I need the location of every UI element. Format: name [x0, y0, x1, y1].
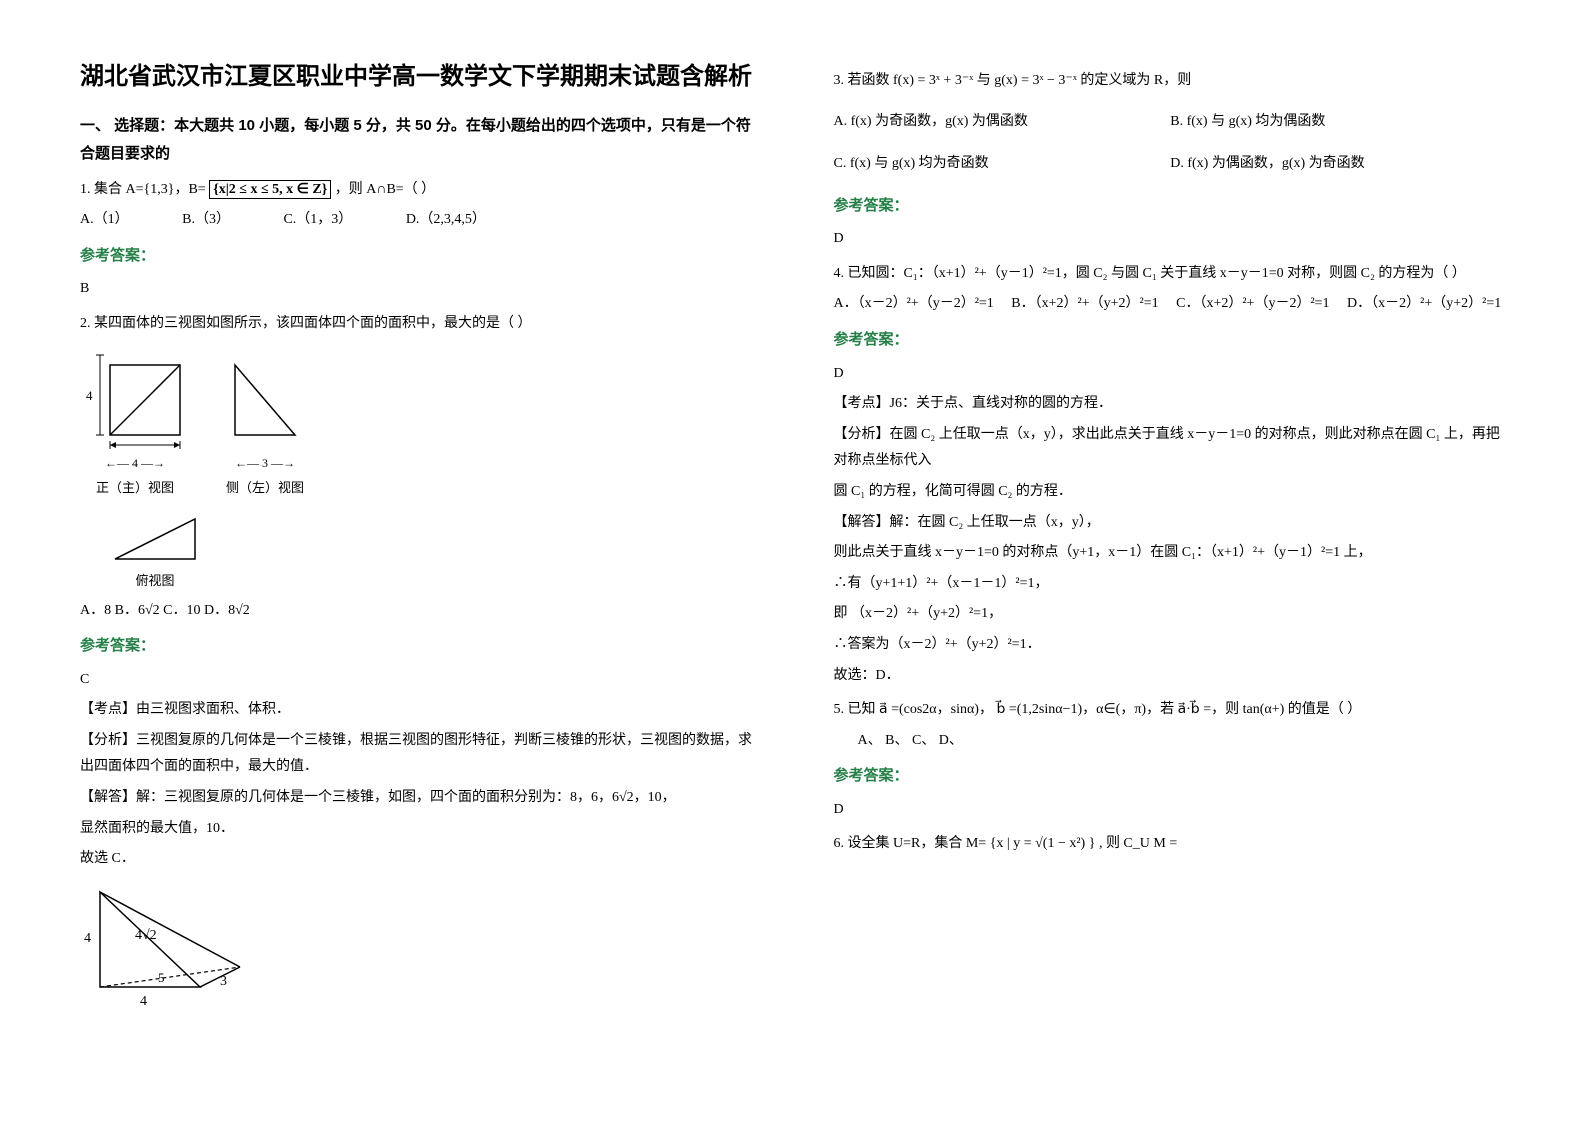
q2-answer-label: 参考答案： [80, 632, 754, 661]
fig-bottom: 4 [140, 994, 147, 1009]
q3-answer: D [834, 226, 1508, 253]
q1-opt-d: D.（2,3,4,5） [406, 207, 486, 234]
q1-answer: B [80, 276, 754, 303]
right-column: 3. 若函数 f(x) = 3ˣ + 3⁻ˣ 与 g(x) = 3ˣ − 3⁻ˣ… [794, 60, 1538, 1082]
top-view-svg [100, 509, 210, 569]
q3-stem: 3. 若函数 f(x) = 3ˣ + 3⁻ˣ 与 g(x) = 3ˣ − 3⁻ˣ… [834, 68, 1508, 95]
q3-f: f(x) = 3ˣ + 3⁻ˣ [893, 73, 973, 88]
q1-text-a: 1. 集合 A={1,3}，B= [80, 182, 206, 197]
q4-answer-label: 参考答案： [834, 326, 1508, 355]
fig-h: 4 [84, 931, 91, 946]
q5-vec-a: a⃗ =(cos2α，sinα)， [879, 702, 993, 717]
q4-jd2: 则此点关于直线 x－y－1=0 的对称点（y+1，x－1）在圆 C₁：（x+1）… [834, 540, 1508, 567]
q1-opt-b: B.（3） [182, 207, 230, 234]
q4-jd5: ∴答案为（x－2）²+（y+2）²=1． [834, 632, 1508, 659]
q5-vec-b: b⃗ =(1,2sinα−1)，α∈(，π)，若 a⃗·b⃗ =，则 tan(α… [996, 702, 1361, 717]
page: 湖北省武汉市江夏区职业中学高一数学文下学期期末试题含解析 一、 选择题：本大题共… [0, 0, 1587, 1122]
q4-opt-a: A．（x－2）²+（y－2）²=1 [834, 296, 994, 311]
q2-side-view: ←— 3 —→ 侧（左）视图 [220, 345, 310, 500]
q2-jd2: 显然面积的最大值，10． [80, 816, 754, 843]
q5-options: A、 B、 C、 D、 [858, 728, 1508, 755]
q4-jd3: ∴有（y+1+1）²+（x－1－1）²=1， [834, 571, 1508, 598]
front-h: 4 [86, 388, 93, 403]
q4-jd6: 故选：D． [834, 663, 1508, 690]
q1-opt-a: A.（1） [80, 207, 129, 234]
q4-jd4: 即 （x－2）²+（y+2）²=1， [834, 601, 1508, 628]
q4-fx: 【分析】在圆 C₂ 上任取一点（x，y），求出此点关于直线 x－y－1=0 的对… [834, 422, 1508, 475]
q3-opt-a: A. f(x) 为奇函数，g(x) 为偶函数 [834, 109, 1171, 136]
q4-kp: 【考点】J6：关于点、直线对称的圆的方程． [834, 391, 1508, 418]
q2-front-view: 4 ←— 4 —→ 正（主）视图 [80, 345, 190, 500]
q5-a: 5. 已知 [834, 702, 880, 717]
q2-fx: 【分析】三视图复原的几何体是一个三棱锥，根据三视图的图形特征，判断三棱锥的形状，… [80, 728, 754, 781]
q1-set-expr: {x|2 ≤ x ≤ 5, x ∈ Z} [209, 180, 331, 199]
side-w: 3 [262, 456, 268, 470]
q2-views-row1: 4 ←— 4 —→ 正（主）视图 ←— 3 —→ [80, 345, 754, 500]
fig-mid: 5 [158, 970, 165, 985]
q2-top-view: 俯视图 [100, 509, 754, 594]
front-view-svg: 4 [80, 345, 190, 455]
q3-a: 3. 若函数 [834, 73, 894, 88]
q4-jd1: 【解答】解：在圆 C₂ 上任取一点（x，y）， [834, 510, 1508, 537]
q4-opt-d: D．（x－2）²+（y+2）²=1 [1347, 296, 1501, 311]
front-w: 4 [132, 456, 138, 470]
q2-jd3: 故选 C． [80, 846, 754, 873]
q1-answer-label: 参考答案： [80, 242, 754, 271]
q3-mid: 与 [977, 73, 995, 88]
q3-opt-b: B. f(x) 与 g(x) 均为偶函数 [1170, 109, 1507, 136]
q4-opt-c: C．（x+2）²+（y－2）²=1 [1176, 296, 1329, 311]
q5-answer-label: 参考答案： [834, 762, 1508, 791]
q3-row1: A. f(x) 为奇函数，g(x) 为偶函数 B. f(x) 与 g(x) 均为… [834, 109, 1508, 136]
section-1-heading: 一、 选择题：本大题共 10 小题，每小题 5 分，共 50 分。在每小题给出的… [80, 112, 754, 169]
q3-opt-d: D. f(x) 为偶函数，g(x) 为奇函数 [1170, 151, 1507, 178]
q2-stem: 2. 某四面体的三视图如图所示，该四面体四个面的面积中，最大的是（ ） [80, 311, 754, 338]
q3-answer-label: 参考答案： [834, 192, 1508, 221]
q6-a: 6. 设全集 U=R，集合 M= [834, 836, 990, 851]
q1-stem: 1. 集合 A={1,3}，B= {x|2 ≤ x ≤ 5, x ∈ Z} ，则… [80, 177, 754, 204]
q6-set: {x | y = √(1 − x²) } [990, 836, 1096, 851]
q4-opt-b: B．（x+2）²+（y+2）²=1 [1011, 296, 1158, 311]
q2-kp: 【考点】由三视图求面积、体积． [80, 697, 754, 724]
q1-text-b: ，则 A∩B=（ ） [335, 182, 435, 197]
q6-b: , 则 C_U M = [1099, 836, 1177, 851]
fig-right: 3 [220, 974, 227, 989]
q5-answer: D [834, 797, 1508, 824]
q3-row2: C. f(x) 与 g(x) 均为奇函数 D. f(x) 为偶函数，g(x) 为… [834, 151, 1508, 178]
q4-stem: 4. 已知圆：C₁：（x+1）²+（y－1）²=1，圆 C₂ 与圆 C₁ 关于直… [834, 261, 1508, 288]
solid-svg: 4 4√2 5 3 4 [80, 877, 260, 1017]
q1-options: A.（1） B.（3） C.（1，3） D.（2,3,4,5） [80, 207, 754, 234]
q1-opt-c: C.（1，3） [283, 207, 352, 234]
q2-answer: C [80, 667, 754, 694]
q3-g: g(x) = 3ˣ − 3⁻ˣ [994, 73, 1077, 88]
q3-b: 的定义域为 R，则 [1080, 73, 1191, 88]
q4-answer: D [834, 361, 1508, 388]
q2-solid-figure: 4 4√2 5 3 4 [80, 877, 754, 1017]
q5-stem: 5. 已知 a⃗ =(cos2α，sinα)， b⃗ =(1,2sinα−1)，… [834, 697, 1508, 724]
side-view-svg [220, 345, 310, 455]
q4-opts: A．（x－2）²+（y－2）²=1 B．（x+2）²+（y+2）²=1 C．（x… [834, 291, 1508, 318]
top-label: 俯视图 [100, 569, 210, 594]
q3-opt-c: C. f(x) 与 g(x) 均为奇函数 [834, 151, 1171, 178]
front-label: 正（主）视图 [80, 476, 190, 501]
q6-stem: 6. 设全集 U=R，集合 M= {x | y = √(1 − x²) } , … [834, 831, 1508, 858]
fig-diag: 4√2 [135, 928, 157, 943]
q4-fx2: 圆 C₁ 的方程，化简可得圆 C₂ 的方程． [834, 479, 1508, 506]
left-column: 湖北省武汉市江夏区职业中学高一数学文下学期期末试题含解析 一、 选择题：本大题共… [50, 60, 794, 1082]
q2-options: A．8 B．6√2 C．10 D．8√2 [80, 598, 754, 625]
exam-title: 湖北省武汉市江夏区职业中学高一数学文下学期期末试题含解析 [80, 60, 754, 94]
q2-jd1: 【解答】解：三视图复原的几何体是一个三棱锥，如图，四个面的面积分别为：8，6，6… [80, 785, 754, 812]
side-label: 侧（左）视图 [220, 476, 310, 501]
